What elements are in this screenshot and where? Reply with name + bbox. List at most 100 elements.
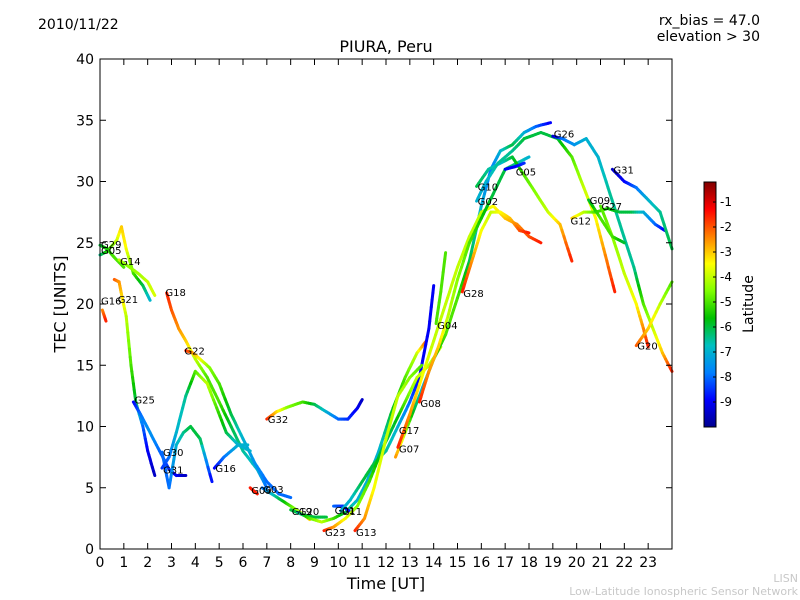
series-segment: [431, 284, 436, 295]
series-segment: [521, 161, 526, 166]
series-g13: [353, 363, 424, 533]
series-g11: [339, 284, 436, 513]
series-segment: [254, 491, 259, 496]
series-g32: [265, 398, 364, 421]
series-label: G31: [613, 165, 633, 176]
series-segment: [525, 155, 531, 160]
series-label: G26: [554, 130, 574, 141]
x-tick-label: 20: [568, 555, 586, 571]
x-tick-label: 7: [262, 555, 271, 571]
x-tick-label: 12: [377, 555, 395, 571]
series-segment: [546, 121, 552, 125]
x-tick-label: 2: [143, 555, 152, 571]
series-segment: [620, 240, 626, 245]
series-segment: [120, 264, 126, 269]
series-label: G07: [399, 445, 419, 456]
series-label: G02: [478, 197, 498, 208]
series-label: G14: [120, 257, 140, 268]
series-g20: [634, 280, 674, 348]
series-label: G20: [299, 507, 319, 518]
x-tick-label: 6: [239, 555, 248, 571]
series-g17: [394, 121, 552, 459]
series-segment: [645, 342, 650, 349]
series-label: G20: [637, 342, 657, 353]
series-segment: [471, 232, 477, 245]
series-g20: [296, 339, 428, 524]
colorbar-tick-label: -2: [720, 220, 732, 234]
series-g08: [417, 155, 531, 404]
y-tick-label: 5: [85, 481, 94, 497]
series-label: G08: [420, 399, 440, 410]
series-label: G16: [101, 296, 121, 307]
series-label: G05: [516, 168, 536, 179]
series-label: G01: [335, 506, 355, 517]
series-g31: [160, 369, 252, 470]
series-segment: [568, 253, 574, 263]
series-label: G23: [325, 528, 345, 539]
series-label: G18: [165, 288, 185, 299]
series-g12: [570, 206, 667, 232]
series-segment: [152, 469, 157, 477]
y-tick-label: 0: [85, 542, 94, 558]
series-label: G25: [134, 396, 154, 407]
y-tick-label: 10: [76, 420, 94, 436]
series-g18: [165, 291, 269, 490]
series-g22: [184, 349, 293, 500]
series-g21: [112, 278, 157, 477]
chart-title: PIURA, Peru: [339, 37, 433, 56]
x-tick-label: 13: [401, 555, 419, 571]
series-label: G31: [163, 465, 183, 476]
series-segment: [263, 483, 269, 490]
series-g29: [98, 225, 152, 302]
x-tick-label: 14: [425, 555, 443, 571]
y-tick-label: 30: [76, 175, 94, 191]
x-tick-label: 18: [520, 555, 538, 571]
x-tick-label: 9: [310, 555, 319, 571]
series-label: G16: [215, 464, 235, 475]
rx-bias-label: rx_bias = 47.0: [658, 13, 760, 29]
y-tick-label: 15: [76, 358, 94, 374]
series-g30: [160, 425, 214, 490]
series-label: G22: [184, 347, 204, 358]
series-segment: [147, 296, 152, 302]
series-label: G09: [251, 486, 271, 497]
series-label: G27: [602, 202, 622, 213]
x-tick-label: 8: [286, 555, 295, 571]
colorbar-ticks: -1 -2 -3 -4 -5 -6 -7 -8 -9: [713, 195, 732, 409]
colorbar-tick-label: -1: [720, 195, 732, 209]
y-tick-label: 40: [76, 52, 94, 68]
colorbar-tick-label: -8: [720, 370, 732, 384]
series-label: G13: [356, 528, 376, 539]
series-label: G12: [571, 217, 591, 228]
colorbar-tick-label: -3: [720, 245, 732, 259]
x-tick-label: 11: [353, 555, 371, 571]
series-segment: [359, 398, 364, 403]
colorbar-tick-label: -6: [720, 320, 732, 334]
series-g26: [551, 134, 674, 373]
y-tick-label: 25: [76, 236, 94, 252]
series-label: G03: [263, 485, 283, 496]
x-tick-label: 0: [96, 555, 105, 571]
x-tick-label: 16: [472, 555, 490, 571]
series-g04: [434, 251, 448, 326]
series-segment: [467, 250, 473, 263]
y-tick-label: 35: [76, 113, 94, 129]
colorbar-tick-label: -9: [720, 395, 732, 409]
series-label: G05: [101, 246, 121, 257]
series-segment: [246, 448, 252, 453]
series-label: G10: [478, 182, 498, 193]
colorbar: [703, 181, 717, 428]
series-label: G29: [101, 240, 121, 251]
series-segment: [287, 495, 293, 500]
credit: LISN Low-Latitude Ionospheric Sensor Net…: [569, 572, 798, 598]
axis-layer: 0 1 2 3 4 5 6 7 8 9 10 11 12 13 14 15 16 17 18 19 20 21 22 2305…: [76, 52, 672, 571]
series-label: G32: [268, 415, 288, 426]
series-label: G09: [590, 196, 610, 207]
series-label: G17: [399, 426, 419, 437]
series-g14: [117, 258, 157, 297]
series-label: G04: [437, 321, 457, 332]
series-g02: [475, 131, 617, 294]
series-label: G11: [342, 507, 362, 518]
